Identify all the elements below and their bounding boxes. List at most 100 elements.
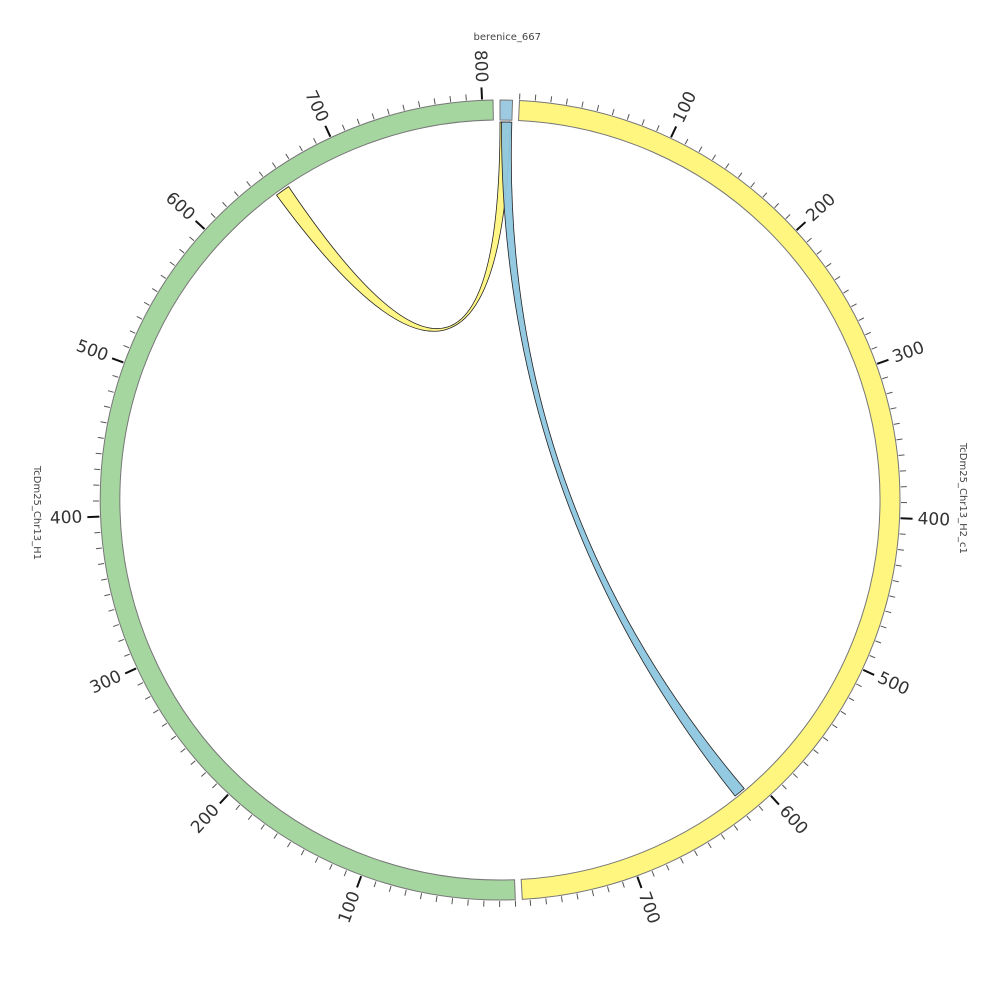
minor-tick — [201, 772, 207, 777]
minor-tick — [100, 421, 107, 424]
major-tick — [636, 876, 643, 889]
minor-tick — [611, 109, 615, 116]
minor-tick — [840, 710, 847, 715]
minor-tick — [565, 98, 568, 105]
minor-tick — [581, 101, 584, 108]
minor-tick — [161, 722, 168, 727]
minor-tick — [260, 824, 265, 830]
minor-tick — [356, 118, 360, 125]
tick-label: 200 — [802, 189, 839, 226]
minor-tick — [449, 96, 452, 103]
sector — [99, 99, 516, 901]
minor-tick — [97, 436, 104, 439]
minor-tick — [433, 98, 436, 105]
minor-tick — [875, 640, 882, 644]
tick-label: 700 — [634, 889, 664, 926]
minor-tick — [890, 407, 897, 410]
minor-tick — [858, 317, 865, 322]
minor-tick — [785, 214, 791, 220]
tick-label: 200 — [187, 800, 224, 837]
minor-tick — [898, 454, 905, 456]
minor-tick — [371, 113, 375, 120]
minor-tick — [212, 783, 218, 789]
link — [501, 121, 745, 797]
minor-tick — [896, 438, 903, 441]
major-tick — [876, 358, 889, 365]
minor-tick — [694, 850, 698, 857]
minor-tick — [813, 749, 819, 754]
minor-tick — [550, 96, 553, 103]
minor-tick — [299, 145, 303, 152]
major-tick — [862, 668, 875, 676]
minor-tick — [606, 886, 610, 893]
minor-tick — [222, 201, 227, 208]
minor-tick — [806, 237, 812, 243]
minor-tick — [404, 889, 407, 896]
minor-tick — [151, 288, 158, 293]
minor-tick — [897, 549, 904, 551]
minor-tick — [95, 452, 102, 455]
minor-tick — [576, 893, 579, 900]
minor-tick — [329, 863, 333, 870]
minor-tick — [880, 625, 887, 629]
minor-tick — [104, 593, 111, 597]
sector — [518, 99, 901, 900]
minor-tick — [417, 101, 421, 108]
minor-tick — [869, 655, 876, 659]
minor-tick — [118, 638, 125, 642]
minor-tick — [680, 857, 684, 864]
minor-tick — [189, 236, 195, 242]
minor-tick — [258, 171, 264, 177]
minor-tick — [596, 105, 600, 112]
minor-tick — [746, 815, 751, 822]
minor-tick — [641, 119, 645, 126]
minor-tick — [725, 163, 730, 169]
minor-tick — [832, 724, 838, 729]
minor-tick — [774, 203, 780, 209]
minor-tick — [892, 580, 899, 583]
minor-tick — [435, 895, 438, 903]
tick-label: 300 — [87, 666, 125, 698]
minor-tick — [287, 841, 291, 848]
minor-tick — [129, 330, 136, 334]
minor-tick — [882, 376, 889, 380]
minor-tick — [341, 124, 346, 131]
minor-tick — [843, 289, 849, 294]
minor-tick — [285, 153, 290, 160]
major-tick — [795, 221, 807, 231]
minor-tick — [707, 842, 712, 849]
tick-label: 800 — [470, 50, 491, 83]
minor-tick — [465, 94, 467, 101]
minor-tick — [112, 374, 119, 378]
minor-tick — [762, 192, 768, 198]
minor-tick — [98, 563, 105, 565]
minor-tick — [698, 146, 703, 153]
minor-tick — [899, 533, 906, 535]
minor-tick — [651, 870, 655, 877]
minor-tick — [388, 885, 392, 892]
major-tick — [194, 220, 206, 230]
minor-tick — [711, 154, 717, 161]
minor-tick — [848, 697, 855, 702]
minor-tick — [534, 94, 537, 101]
minor-tick — [271, 162, 277, 168]
minor-tick — [180, 748, 186, 753]
minor-tick — [343, 870, 347, 877]
tick-label: 600 — [161, 188, 198, 225]
tick-label: 400 — [917, 509, 950, 530]
minor-tick — [781, 784, 787, 790]
minor-tick — [100, 578, 107, 581]
minor-tick — [108, 609, 115, 612]
minor-tick — [591, 890, 595, 897]
minor-tick — [834, 276, 841, 281]
tick-label: 600 — [775, 801, 812, 838]
minor-tick — [123, 344, 130, 349]
minor-tick — [758, 805, 764, 811]
sector-label: TcDm25_Chr13_H2_c1 — [957, 442, 968, 554]
major-tick — [356, 875, 363, 888]
major-tick — [324, 125, 332, 138]
minor-tick — [235, 804, 241, 810]
minor-tick — [402, 104, 405, 111]
minor-tick — [895, 564, 902, 567]
sector-label: TcDm25_Chr13_H1 — [31, 465, 42, 560]
